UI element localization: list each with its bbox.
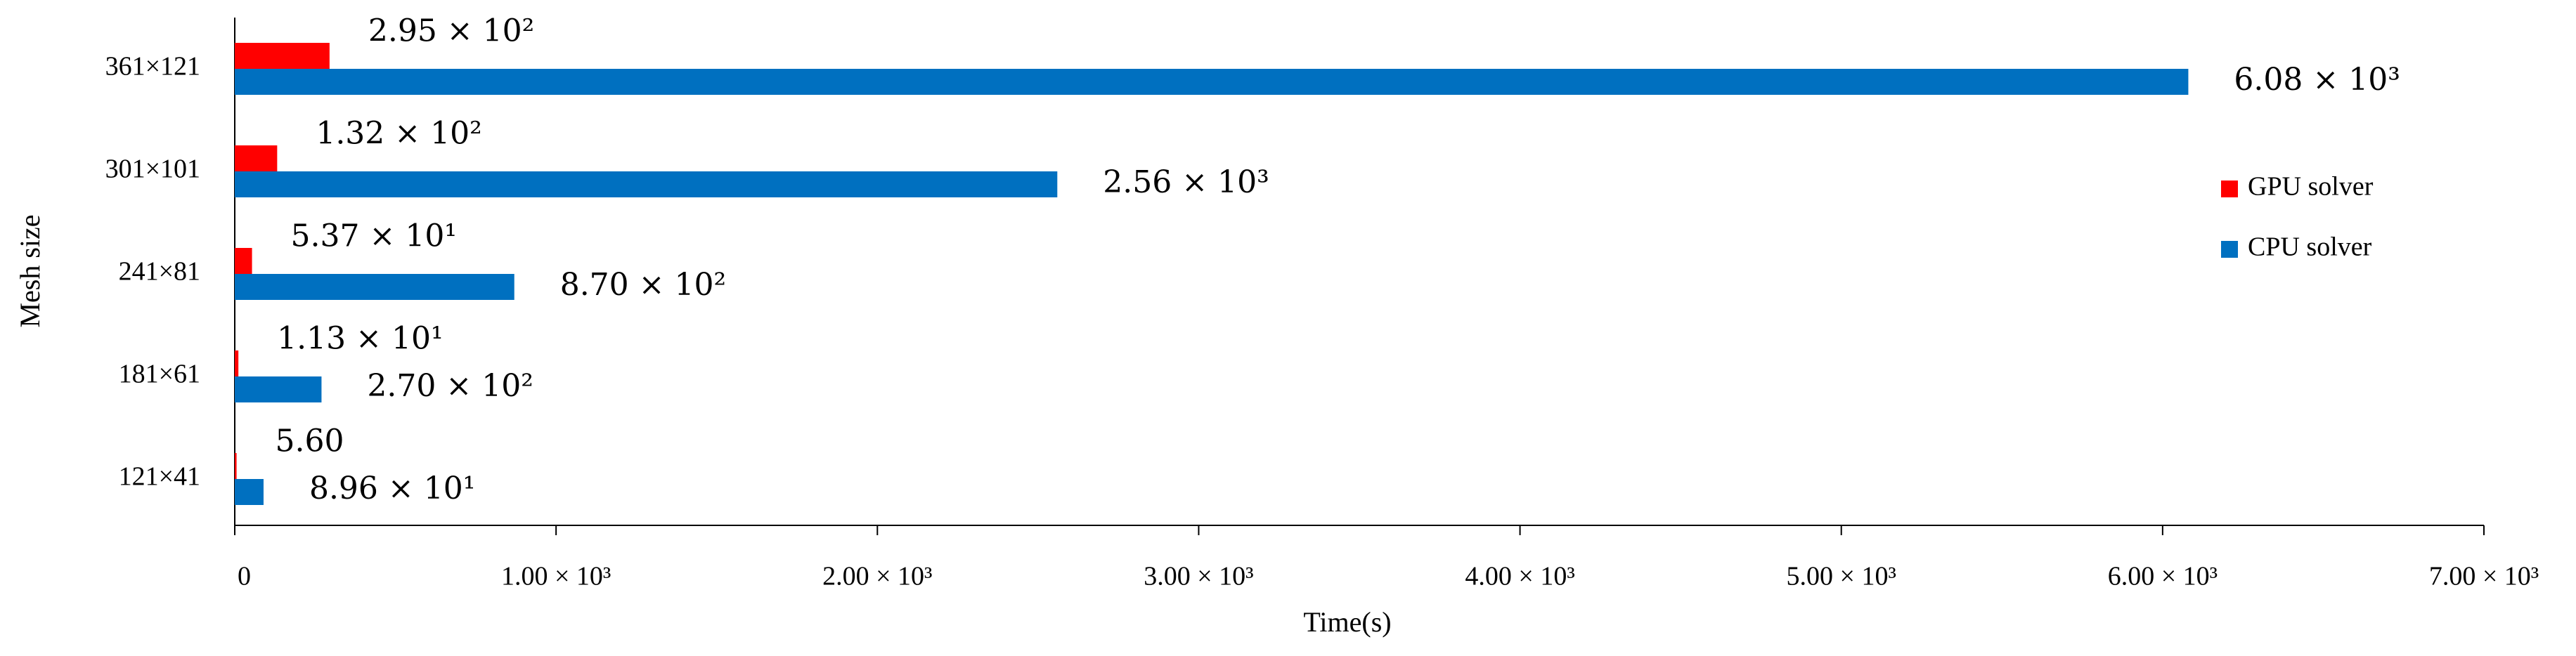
value-label: 1.13 × 10¹ [277,321,443,357]
x-tick-label: 6.00 × 10³ [2108,562,2218,591]
x-tick-label: 7.00 × 10³ [2429,562,2539,591]
x-tick-label: 2.00 × 10³ [822,562,932,591]
bar [235,453,237,479]
y-axis-title: Mesh size [14,214,46,327]
bar [235,69,2189,95]
value-label: 8.70 × 10² [560,267,726,303]
legend-label: CPU solver [2248,232,2372,262]
value-label: 2.70 × 10² [367,368,533,404]
bar [235,376,322,402]
x-tick-label: 0 [238,562,251,591]
bar [235,171,1058,197]
legend-swatch [2221,181,2238,197]
y-tick-label: 121×41 [119,462,200,492]
y-tick-label: 181×61 [119,360,200,389]
value-label: 8.96 × 10¹ [309,471,475,506]
value-label: 2.95 × 10² [368,13,534,49]
bar [235,274,514,300]
bar [235,350,239,376]
bar [235,43,330,69]
y-tick-label: 241×81 [119,257,200,287]
x-tick-label: 5.00 × 10³ [1787,562,1896,591]
value-label: 6.08 × 10³ [2234,62,2400,98]
bar [235,145,278,171]
y-tick-label: 301×101 [105,155,200,184]
bar [235,479,264,505]
y-tick-label: 361×121 [105,52,200,81]
x-tick-label: 3.00 × 10³ [1144,562,1253,591]
value-label: 1.32 × 10² [316,116,481,152]
legend-label: GPU solver [2248,172,2374,202]
value-label: 5.60 [276,424,344,459]
x-tick-label: 4.00 × 10³ [1465,562,1574,591]
x-tick-label: 1.00 × 10³ [501,562,611,591]
bar [235,248,252,274]
legend-swatch [2221,241,2238,258]
x-axis-title: Time(s) [1303,606,1391,638]
value-label: 2.56 × 10³ [1103,164,1269,200]
value-label: 5.37 × 10¹ [291,218,457,254]
